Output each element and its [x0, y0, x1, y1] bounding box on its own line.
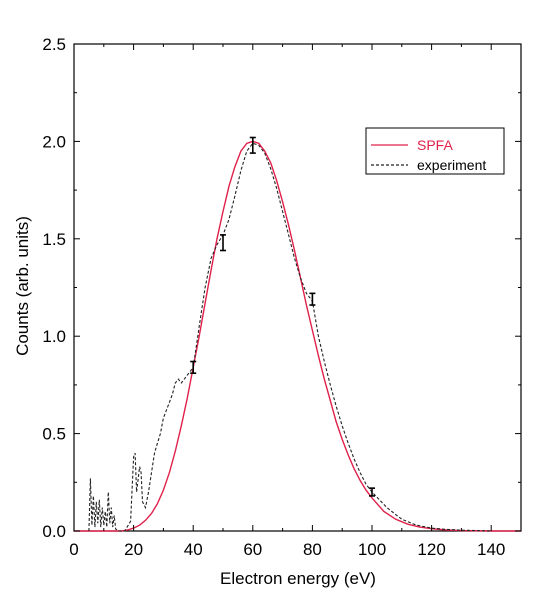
x-tick-label: 100 [358, 540, 386, 559]
y-tick-label: 0.5 [42, 425, 66, 444]
x-tick-label: 40 [184, 540, 203, 559]
y-tick-label: 1.5 [42, 230, 66, 249]
legend-label-experiment: experiment [417, 157, 486, 173]
error-bar [249, 136, 256, 154]
x-tick-label: 20 [124, 540, 143, 559]
error-bar [220, 234, 226, 252]
error-bar [369, 487, 375, 497]
y-tick-label: 0.0 [42, 522, 66, 541]
plot-frame [73, 43, 522, 532]
legend-label-spfa: SPFA [417, 137, 453, 153]
series-line-spfa [74, 140, 521, 532]
x-tick-label: 120 [417, 540, 445, 559]
y-tick-label: 1.0 [42, 327, 66, 346]
x-tick-label: 60 [243, 540, 262, 559]
error-bar [309, 292, 316, 306]
legend-box [365, 127, 505, 175]
series-line-experiment [88, 142, 492, 532]
y-tick-label: 2.5 [42, 35, 66, 54]
x-tick-label: 80 [303, 540, 322, 559]
error-bar [190, 360, 197, 375]
x-axis-label: Electron energy (eV) [220, 569, 376, 588]
y-axis-label: Counts (arb. units) [13, 216, 32, 356]
x-tick-label: 0 [69, 540, 78, 559]
y-tick-label: 2.0 [42, 132, 66, 151]
x-tick-label: 140 [477, 540, 505, 559]
